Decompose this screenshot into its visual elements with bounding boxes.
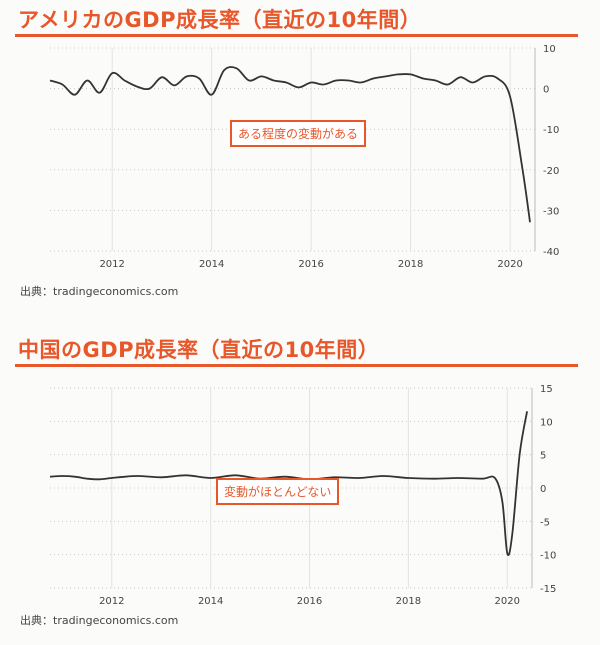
x-tick-label: 2020 — [497, 259, 522, 270]
x-tick-label: 2018 — [396, 596, 421, 607]
title-underline — [15, 364, 578, 367]
y-tick-label: 0 — [540, 484, 546, 495]
x-tick-label: 2012 — [99, 259, 124, 270]
us-gdp-panel: アメリカのGDP成長率（直近の10年間） 10 0 -10 -20 -30 -40 2012… — [0, 0, 600, 320]
y-tick-label: 10 — [543, 44, 556, 55]
chart-title: アメリカのGDP成長率（直近の10年間） — [18, 8, 422, 32]
x-tick-label: 2014 — [199, 259, 224, 270]
x-tick-label: 2016 — [298, 259, 323, 270]
y-tick-label: -20 — [543, 166, 559, 177]
china-gdp-panel: 中国のGDP成長率（直近の10年間） 15 10 5 0 -5 -10 -15 2012 201… — [0, 330, 600, 645]
annotation-box: 変動がほとんどない — [216, 478, 340, 505]
source-credit: 出典：tradingeconomics.com — [20, 614, 179, 627]
x-tick-label: 2012 — [99, 596, 124, 607]
series-line — [49, 66, 531, 223]
y-tick-label: -40 — [543, 247, 559, 258]
y-tick-label: 15 — [540, 384, 553, 395]
y-tick-label: -30 — [543, 206, 559, 217]
x-tick-label: 2020 — [495, 596, 520, 607]
x-tick-label: 2014 — [198, 596, 223, 607]
annotation-box: ある程度の変動がある — [230, 120, 367, 147]
chart-title: 中国のGDP成長率（直近の10年間） — [18, 338, 380, 362]
source-credit: 出典：tradingeconomics.com — [20, 285, 179, 298]
y-tick-label: -10 — [543, 125, 559, 136]
y-tick-label: 5 — [540, 451, 546, 462]
y-tick-label: -15 — [540, 584, 556, 595]
x-tick-label: 2018 — [398, 259, 423, 270]
y-tick-label: 10 — [540, 417, 553, 428]
y-tick-label: 0 — [543, 85, 549, 96]
y-tick-label: -5 — [540, 517, 550, 528]
us-gdp-chart: 10 0 -10 -20 -30 -40 2012 2014 2016 2018 2020 — [49, 44, 559, 270]
y-tick-label: -10 — [540, 551, 556, 562]
x-tick-label: 2016 — [297, 596, 322, 607]
title-underline — [15, 34, 578, 37]
